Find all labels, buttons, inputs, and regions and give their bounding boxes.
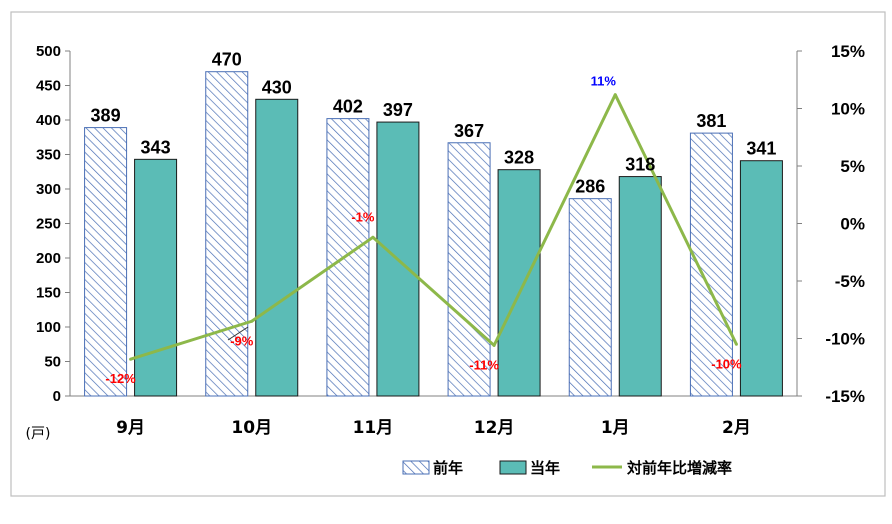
- bar-current-year-label: 318: [625, 155, 655, 175]
- bar-prev-year: [447, 142, 491, 397]
- left-tick-label: 300: [36, 181, 61, 198]
- bar-prev-year-label: 470: [212, 50, 242, 70]
- data-labels: 389 343 470 430 402 397 367 328 286 318 381 341 -12%…: [91, 50, 777, 387]
- bar-prev-year-label: 367: [454, 121, 484, 141]
- right-tick-label: -15%: [825, 387, 865, 406]
- legend-swatch-current-year: [499, 460, 527, 475]
- left-tick-label: 100: [36, 319, 61, 336]
- legend-label-prev-year: 前年: [433, 459, 463, 477]
- left-tick-label: 450: [36, 78, 61, 95]
- right-axis: -15% -10% -5% 0% 5% 10% 15%: [796, 42, 865, 406]
- bar-prev-year-label: 389: [91, 106, 121, 126]
- category-label: 12月: [474, 418, 515, 438]
- rate-point: [492, 343, 496, 347]
- left-axis-unit: (戸): [26, 426, 51, 442]
- rate-line-layer: [129, 93, 738, 361]
- left-tick-label: 400: [36, 112, 61, 129]
- category-label: 11月: [353, 418, 394, 438]
- rate-line: [130, 93, 738, 361]
- left-tick-label: 350: [36, 147, 61, 164]
- bar-current-year-label: 430: [262, 77, 292, 97]
- legend-label-rate: 対前年比増減率: [626, 459, 732, 477]
- bar-prev-year: [326, 118, 370, 397]
- bar-current-year-label: 343: [141, 137, 171, 157]
- rate-label: -9%: [230, 333, 254, 348]
- right-tick-label: -5%: [835, 272, 865, 291]
- left-tick-label: 500: [36, 43, 61, 60]
- left-tick-label: 250: [36, 216, 61, 233]
- rate-label: 11%: [591, 74, 617, 89]
- rate-label: -10%: [711, 356, 742, 371]
- bar-current-year: [255, 98, 299, 397]
- rate-point: [129, 357, 133, 361]
- category-label: 9月: [116, 418, 145, 438]
- left-axis: 0 50 100 150 200 250 300 350 400 450 500: [36, 43, 797, 405]
- rate-point: [613, 93, 617, 97]
- bar-current-year: [739, 160, 783, 397]
- category-label: 10月: [231, 418, 272, 438]
- right-tick-label: -10%: [825, 330, 865, 349]
- left-tick-label: 50: [44, 354, 61, 371]
- rate-point: [734, 342, 738, 346]
- legend-swatch-prev-year: [402, 460, 430, 475]
- bar-current-year: [497, 169, 541, 397]
- bar-prev-year-label: 381: [696, 111, 726, 131]
- label-leader-line: [227, 326, 249, 341]
- rate-point: [250, 319, 254, 323]
- bar-current-year: [134, 158, 178, 397]
- category-label: 1月: [601, 418, 630, 438]
- bar-current-year: [618, 176, 662, 397]
- left-tick-label: 150: [36, 285, 61, 302]
- bar-current-year-label: 397: [383, 100, 413, 120]
- rate-label: -12%: [105, 371, 136, 386]
- left-tick-label: 200: [36, 250, 61, 267]
- bars: [84, 71, 783, 397]
- bar-current-year-label: 341: [746, 139, 776, 159]
- bar-current-year-label: 328: [504, 148, 534, 168]
- bar-prev-year: [205, 71, 249, 397]
- bar-prev-year: [84, 127, 128, 397]
- bar-prev-year-label: 286: [575, 177, 605, 197]
- bar-prev-year: [568, 198, 612, 397]
- right-tick-label: 15%: [831, 42, 865, 61]
- rate-label: -1%: [351, 209, 375, 224]
- legend: 前年 当年 対前年比増減率: [402, 459, 732, 477]
- rate-label: -11%: [469, 357, 499, 372]
- category-labels: 9月 10月 11月 12月 1月 2月: [116, 418, 751, 438]
- right-tick-label: 5%: [840, 157, 865, 176]
- rate-point: [371, 235, 375, 239]
- legend-label-current-year: 当年: [530, 459, 560, 477]
- category-label: 2月: [722, 418, 751, 438]
- right-tick-label: 10%: [831, 100, 865, 119]
- bar-prev-year-label: 402: [333, 97, 363, 117]
- right-tick-label: 0%: [840, 215, 865, 234]
- left-tick-label: 0: [53, 388, 61, 405]
